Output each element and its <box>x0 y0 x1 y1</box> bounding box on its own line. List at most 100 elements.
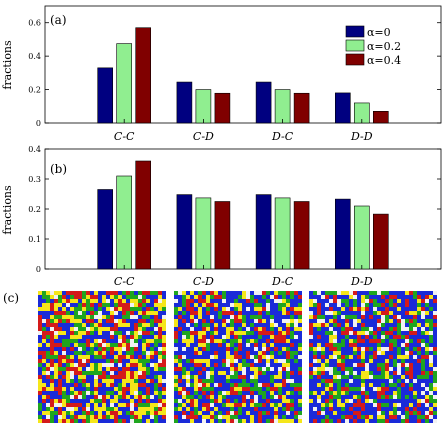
snapshot-cell <box>138 315 142 319</box>
snapshot-cell <box>70 307 74 311</box>
snapshot-cell <box>325 303 329 307</box>
snapshot-cell <box>365 395 369 399</box>
snapshot-cell <box>234 331 238 335</box>
snapshot-cell <box>361 419 365 423</box>
snapshot-cell <box>274 335 278 339</box>
snapshot-cell <box>134 379 138 383</box>
snapshot-cell <box>369 371 373 375</box>
snapshot-cell <box>138 291 142 295</box>
snapshot-cell <box>294 359 298 363</box>
snapshot-cell <box>286 295 290 299</box>
legend-swatch-alpha-0-4 <box>345 53 365 66</box>
snapshot-cell <box>118 351 122 355</box>
snapshot-cell <box>70 339 74 343</box>
snapshot-cell <box>357 399 361 403</box>
snapshot-cell <box>122 411 126 415</box>
snapshot-cell <box>154 371 158 375</box>
snapshot-cell <box>357 343 361 347</box>
snapshot-cell <box>186 399 190 403</box>
snapshot-cell <box>206 331 210 335</box>
snapshot-cell <box>230 323 234 327</box>
snapshot-cell <box>62 339 66 343</box>
snapshot-cell <box>349 367 353 371</box>
snapshot-cell <box>417 399 421 403</box>
snapshot-cell <box>226 391 230 395</box>
snapshot-cell <box>86 335 90 339</box>
snapshot-cell <box>58 311 62 315</box>
snapshot-cell <box>54 415 58 419</box>
snapshot-cell <box>405 415 409 419</box>
snapshot-cell <box>210 415 214 419</box>
snapshot-cell <box>174 355 178 359</box>
snapshot-cell <box>214 419 218 423</box>
snapshot-cell <box>94 359 98 363</box>
snapshot-cell <box>381 399 385 403</box>
snapshot-cell <box>102 411 106 415</box>
snapshot-cell <box>94 415 98 419</box>
snapshot-cell <box>86 323 90 327</box>
snapshot-cell <box>90 387 94 391</box>
snapshot-cell <box>110 295 114 299</box>
snapshot-cell <box>417 419 421 423</box>
snapshot-cell <box>393 331 397 335</box>
snapshot-cell <box>42 315 46 319</box>
snapshot-cell <box>226 335 230 339</box>
snapshot-cell <box>349 399 353 403</box>
snapshot-cell <box>321 411 325 415</box>
snapshot-cell <box>266 355 270 359</box>
snapshot-cell <box>114 399 118 403</box>
snapshot-cell <box>361 379 365 383</box>
snapshot-cell <box>425 383 429 387</box>
snapshot-cell <box>98 395 102 399</box>
snapshot-cell <box>389 307 393 311</box>
snapshot-cell <box>202 323 206 327</box>
snapshot-cell <box>341 379 345 383</box>
snapshot-cell <box>425 403 429 407</box>
snapshot-cell <box>202 335 206 339</box>
snapshot-cell <box>98 391 102 395</box>
snapshot-cell <box>102 347 106 351</box>
snapshot-cell <box>66 315 70 319</box>
snapshot-cell <box>286 307 290 311</box>
snapshot-cell <box>42 399 46 403</box>
snapshot-cell <box>206 307 210 311</box>
snapshot-cell <box>78 319 82 323</box>
snapshot-cell <box>321 355 325 359</box>
snapshot-cell <box>50 319 54 323</box>
snapshot-cell <box>54 351 58 355</box>
snapshot-cell <box>162 307 166 311</box>
snapshot-cell <box>182 367 186 371</box>
snapshot-cell <box>46 291 50 295</box>
snapshot-cell <box>218 403 222 407</box>
snapshot-cell <box>397 419 401 423</box>
snapshot-cell <box>242 411 246 415</box>
snapshot-cell <box>174 383 178 387</box>
snapshot-cell <box>266 371 270 375</box>
snapshot-cell <box>134 347 138 351</box>
snapshot-cell <box>50 347 54 351</box>
snapshot-cell <box>230 379 234 383</box>
snapshot-cell <box>246 299 250 303</box>
snapshot-cell <box>298 367 302 371</box>
snapshot-cell <box>118 411 122 415</box>
snapshot-cell <box>381 327 385 331</box>
snapshot-cell <box>118 327 122 331</box>
snapshot-cell <box>313 391 317 395</box>
snapshot-cell <box>62 395 66 399</box>
snapshot-cell <box>182 327 186 331</box>
snapshot-cell <box>341 335 345 339</box>
snapshot-cell <box>377 315 381 319</box>
snapshot-cell <box>266 331 270 335</box>
snapshot-cell <box>150 383 154 387</box>
snapshot-cell <box>429 331 433 335</box>
snapshot-cell <box>98 403 102 407</box>
snapshot-cell <box>417 371 421 375</box>
snapshot-cell <box>274 371 278 375</box>
snapshot-cell <box>429 419 433 423</box>
snapshot-cell <box>353 391 357 395</box>
snapshot-cell <box>222 371 226 375</box>
snapshot-cell <box>222 323 226 327</box>
snapshot-cell <box>377 327 381 331</box>
snapshot-cell <box>162 383 166 387</box>
snapshot-cell <box>361 315 365 319</box>
